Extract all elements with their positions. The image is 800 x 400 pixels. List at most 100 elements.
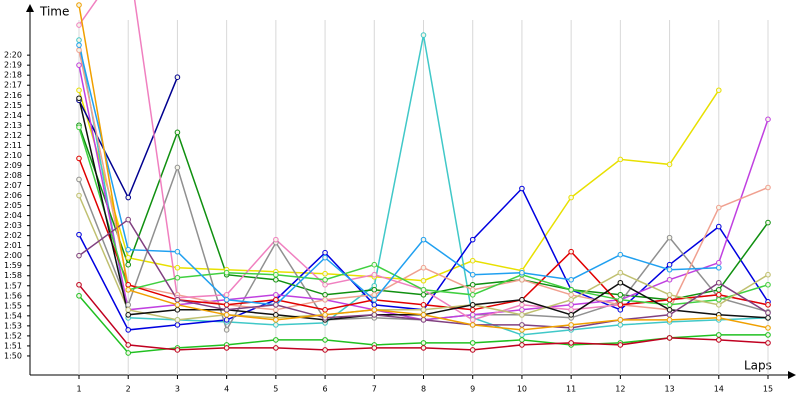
data-point	[371, 345, 378, 351]
data-point	[617, 296, 624, 303]
data-point	[125, 312, 132, 318]
y-tick-label: 1:58	[4, 271, 22, 280]
data-point	[322, 281, 328, 288]
y-tick-label: 2:07	[4, 181, 22, 190]
data-point	[568, 248, 574, 255]
data-point	[666, 261, 673, 268]
data-point	[617, 156, 624, 163]
data-point	[469, 286, 476, 293]
data-point	[371, 261, 378, 268]
x-tick-label: 7	[372, 385, 377, 394]
data-point	[666, 234, 673, 241]
y-tick-label: 2:17	[4, 81, 22, 90]
data-point	[568, 340, 574, 346]
y-tick-label: 1:54	[4, 311, 22, 320]
data-point	[519, 322, 525, 328]
x-tick-label: 12	[615, 385, 625, 394]
data-point	[76, 252, 82, 259]
y-tick-label: 2:06	[4, 191, 22, 200]
data-point	[420, 291, 427, 298]
y-tick-label: 2:15	[4, 101, 22, 110]
data-point	[568, 302, 574, 308]
x-tick-label: 5	[273, 385, 278, 394]
data-point	[765, 310, 771, 316]
data-point	[76, 155, 82, 162]
x-tick-label: 8	[421, 385, 426, 394]
y-tick-label: 2:13	[4, 121, 22, 130]
data-point	[125, 350, 132, 356]
y-tick-label: 2:16	[4, 91, 22, 100]
data-point	[125, 194, 132, 201]
data-point	[76, 231, 82, 238]
data-point	[273, 296, 279, 303]
data-point	[765, 281, 771, 288]
data-point	[174, 296, 181, 303]
data-point	[420, 277, 427, 284]
data-point	[76, 62, 82, 68]
data-point	[371, 312, 378, 318]
data-point	[223, 307, 230, 313]
y-tick-label: 2:00	[4, 251, 22, 260]
x-tick-label: 1	[76, 385, 81, 394]
data-point	[174, 74, 181, 81]
data-point	[765, 325, 771, 331]
data-point	[617, 322, 624, 328]
data-point	[715, 332, 722, 338]
data-point	[617, 279, 624, 286]
data-point	[617, 251, 624, 258]
data-point	[76, 176, 82, 183]
y-axis-arrow	[26, 4, 34, 12]
data-point	[666, 296, 673, 303]
data-point	[715, 296, 722, 303]
data-point	[76, 2, 82, 8]
data-point	[322, 296, 328, 303]
data-point	[617, 302, 624, 308]
x-tick-label: 4	[224, 385, 229, 394]
y-tick-label: 1:56	[4, 291, 22, 300]
data-point	[273, 307, 279, 313]
data-point	[76, 22, 82, 28]
data-point	[420, 302, 427, 308]
y-axis-label: Time	[39, 5, 69, 19]
data-point	[76, 192, 82, 199]
data-point	[617, 269, 624, 276]
y-tick-label: 2:18	[4, 71, 22, 80]
data-point	[568, 291, 574, 298]
data-point	[568, 322, 574, 328]
data-point	[273, 312, 279, 318]
data-point	[469, 236, 476, 243]
data-point	[666, 276, 673, 283]
data-point	[322, 337, 328, 343]
data-point	[125, 261, 132, 268]
data-point	[273, 337, 279, 343]
data-point	[223, 269, 230, 276]
x-tick-label: 10	[517, 385, 527, 394]
data-point	[322, 270, 328, 277]
data-point	[469, 257, 476, 264]
data-point	[715, 264, 722, 271]
data-point	[174, 164, 181, 171]
data-point	[469, 302, 476, 308]
data-point	[273, 345, 279, 351]
data-point	[273, 276, 279, 283]
data-point	[715, 204, 722, 211]
data-point	[666, 161, 673, 168]
data-point	[223, 327, 230, 333]
data-point	[666, 335, 673, 341]
data-point	[715, 87, 722, 94]
data-point	[371, 271, 378, 278]
data-point	[174, 302, 181, 308]
data-point	[765, 332, 771, 338]
y-tick-label: 2:12	[4, 131, 22, 140]
data-point	[765, 271, 771, 278]
data-point	[765, 315, 771, 321]
y-tick-label: 2:05	[4, 201, 22, 210]
data-point	[273, 236, 279, 243]
data-point	[223, 291, 230, 298]
data-point	[76, 42, 82, 48]
data-point	[174, 322, 181, 328]
y-tick-label: 1:52	[4, 331, 22, 340]
y-tick-label: 2:08	[4, 171, 22, 180]
